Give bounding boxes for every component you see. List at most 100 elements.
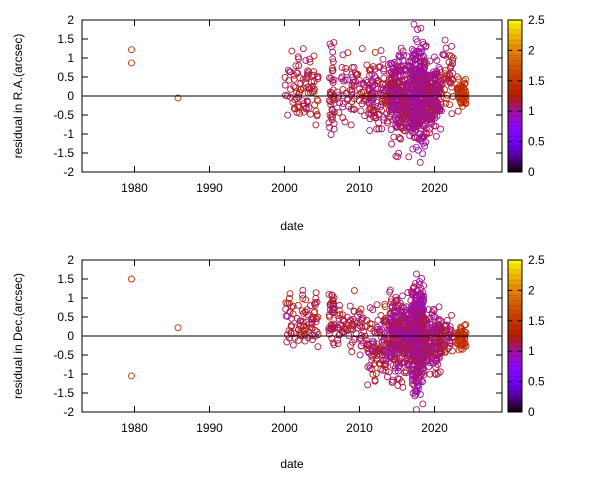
data-point [447,340,455,348]
data-point [443,71,451,79]
data-point [433,330,441,338]
data-point [410,47,418,55]
data-point [410,292,418,300]
data-point [380,336,388,344]
data-point [292,62,300,70]
y-tick-label: 1.5 [57,272,74,286]
data-point [419,139,427,147]
data-point [372,370,380,377]
data-point [379,347,387,355]
data-point [345,103,353,110]
data-point [435,64,443,71]
data-point [430,122,438,130]
data-point [434,323,442,331]
data-point [366,364,374,372]
data-point [422,347,430,355]
data-point [435,303,443,311]
data-point [366,71,374,79]
data-point [455,75,463,83]
data-point [419,121,427,129]
data-point [381,303,389,311]
data-point [431,370,439,378]
data-point [409,362,417,370]
y-tick-label: -1 [63,127,74,141]
data-point [445,51,453,59]
data-point [401,345,409,353]
data-point [358,88,365,96]
x-tick-label: 2020 [421,421,448,435]
data-point [372,340,380,347]
data-point [405,153,413,161]
data-point [357,107,365,115]
data-point [299,97,307,105]
data-point [285,299,293,307]
data-point [412,390,420,398]
data-point [455,346,463,354]
data-point [426,116,434,124]
data-point [357,305,365,313]
data-point [350,106,358,113]
data-point [426,57,434,65]
data-point [310,52,318,60]
data-point [347,316,355,324]
data-point [303,318,311,326]
data-point [392,334,400,342]
data-point [418,48,426,56]
data-point [298,331,305,339]
data-point [374,316,382,324]
data-point [282,299,290,307]
data-point [327,131,335,139]
data-point [432,132,440,140]
data-point [334,340,342,348]
data-point [369,370,377,378]
data-point [419,106,427,114]
data-point [419,289,427,297]
y-tick-label: 0.5 [57,310,74,324]
data-point [420,317,428,325]
data-point [325,324,333,332]
data-point [294,301,302,309]
data-point [327,43,335,51]
data-point [457,99,465,107]
data-point [427,105,435,113]
data-point [441,70,449,78]
y-tick-label: -1 [63,367,74,381]
x-tick-label: 2010 [346,181,373,195]
data-point [414,146,422,154]
data-point [396,321,404,329]
data-point [434,370,442,377]
data-point [369,306,377,314]
data-point [412,75,420,83]
data-point [291,334,299,342]
data-point [308,78,316,86]
data-point [409,54,417,62]
data-point [454,107,462,115]
data-point [365,81,373,89]
data-point [299,286,307,294]
data-point [423,357,431,365]
data-point [392,152,400,160]
data-point [326,111,334,119]
data-point [413,78,420,86]
data-point [288,303,296,311]
colorbar-tick-label: 0.5 [528,375,545,389]
data-point [462,75,470,83]
data-point [411,110,419,118]
y-tick-label: 0 [67,329,74,343]
data-point [174,94,182,102]
data-point [366,320,374,328]
colorbar-tick-label: 0 [528,405,535,419]
data-point [411,77,419,84]
data-point [453,84,461,92]
data-point [449,56,457,64]
data-point [427,321,435,329]
data-point [441,36,449,44]
data-point [412,337,420,345]
data-point [394,375,402,383]
data-point [423,352,431,360]
data-point [305,104,313,112]
data-point [336,311,344,318]
data-point [330,341,338,349]
data-point [414,26,421,33]
data-point [422,331,430,339]
